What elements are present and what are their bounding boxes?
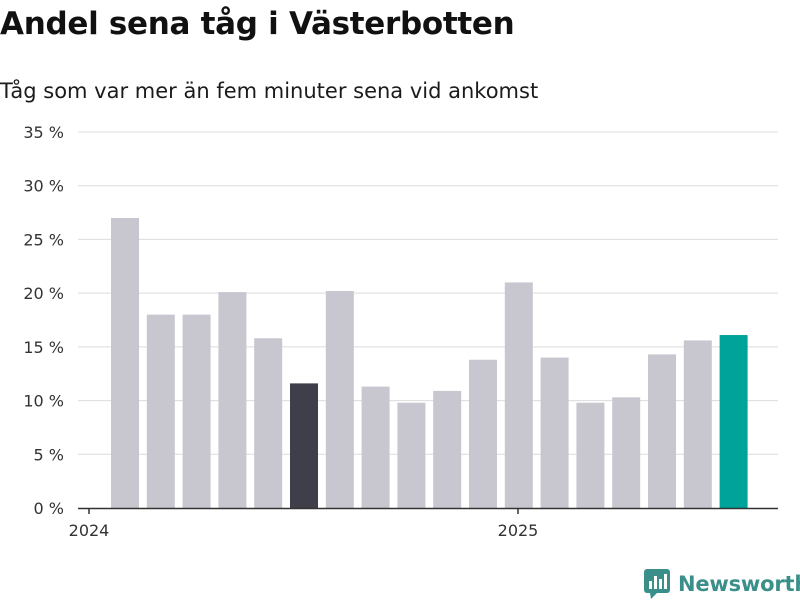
y-tick-label: 25 % [23, 230, 64, 249]
bar-2025-06 [719, 335, 748, 508]
bar-2024-02 [146, 314, 175, 508]
y-tick-label: 30 % [23, 177, 64, 196]
bar-2024-11 [469, 359, 497, 508]
bar-2024-07 [325, 290, 354, 508]
bar-2024-10 [433, 390, 462, 508]
x-tick-label: 2024 [69, 521, 110, 540]
y-tick-label: 10 % [23, 392, 64, 411]
y-tick-label: 35 % [23, 123, 64, 142]
chart-subtitle: Tåg som var mer än fem minuter sena vid … [0, 79, 539, 103]
y-tick-label: 15 % [23, 338, 64, 357]
brand-name: Newsworthy [678, 572, 800, 596]
y-tick-label: 0 % [34, 499, 64, 518]
bar-2025-03 [612, 397, 641, 508]
bar-2025-05 [683, 340, 712, 508]
bar-2024-05 [254, 338, 283, 508]
bar-2025-04 [648, 354, 676, 508]
bar-2024-01 [111, 217, 139, 508]
bar-2024-09 [397, 402, 426, 508]
y-tick-label: 5 % [34, 445, 64, 464]
y-axis-ticks: 0 % 5 % 10 % 15 % 20 % 25 % 30 % 35 % [23, 123, 64, 518]
bar-2024-08 [361, 386, 390, 508]
bars [111, 217, 748, 508]
bar-2024-04 [218, 292, 247, 508]
x-axis: 2024 2025 [69, 507, 778, 540]
chart-title: Andel sena tåg i Västerbotten [0, 6, 515, 42]
bar-2024-03 [182, 314, 211, 508]
x-tick-label: 2025 [498, 521, 539, 540]
bar-2025-01 [540, 357, 569, 508]
newsworthy-logo-icon [644, 569, 670, 599]
bar-2024-06 [290, 383, 318, 508]
newsworthy-logo: Newsworthy [644, 568, 800, 600]
y-tick-label: 20 % [23, 284, 64, 303]
bar-2025-02 [576, 402, 605, 508]
bar-2024-12 [504, 282, 533, 508]
